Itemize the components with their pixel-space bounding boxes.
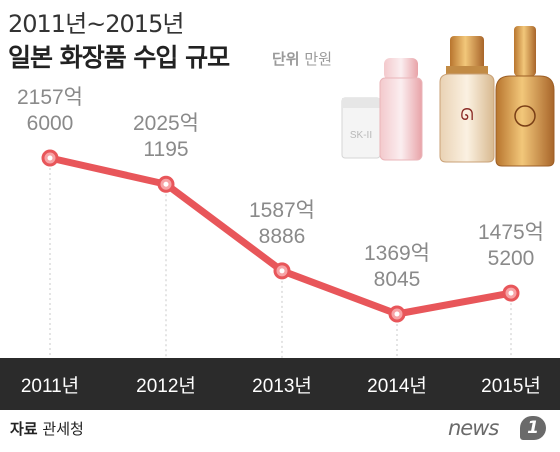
source-value: 관세청 xyxy=(42,420,84,438)
source-note: 자료 관세청 xyxy=(10,418,84,439)
source-label: 자료 xyxy=(10,420,38,438)
logo-badge: 1 xyxy=(520,416,546,440)
logo-text: news xyxy=(448,416,499,440)
data-label-lower: 8045 xyxy=(374,268,421,291)
data-point-center xyxy=(163,181,169,187)
data-label-upper: 1369억 xyxy=(364,242,430,265)
cosmetic-products-image: SK-II ᘏ xyxy=(341,26,555,167)
news1-logo: news 1 xyxy=(448,414,556,444)
x-axis-band: 2011년 2012년 2013년 2014년 2015년 xyxy=(0,358,560,410)
x-axis: 2011년 2012년 2013년 2014년 2015년 xyxy=(21,375,541,397)
line-chart: 2157억 6000 2025억 1195 1587억 8886 1369억 8045 1475… xyxy=(17,86,544,358)
data-label-upper: 1587억 xyxy=(249,199,315,222)
data-label-upper: 1475억 xyxy=(478,221,544,244)
unit-note: 단위 만원 xyxy=(272,48,332,69)
data-label-lower: 1195 xyxy=(143,138,188,161)
gold-cap-bottle: ᘏ xyxy=(439,36,495,163)
drop-lines xyxy=(49,158,512,358)
data-label-lower: 6000 xyxy=(27,112,74,135)
data-point-center xyxy=(394,311,400,317)
skii-label: SK-II xyxy=(350,130,372,141)
sulwhasoo-bottle xyxy=(495,26,555,167)
data-point-center xyxy=(508,290,514,296)
svg-text:ᘏ: ᘏ xyxy=(460,105,473,124)
chart-title: 2011년~2015년 xyxy=(8,10,184,38)
data-label-upper: 2025억 xyxy=(133,112,199,135)
data-labels: 2157억 6000 2025억 1195 1587억 8886 1369억 8045 1475… xyxy=(17,86,544,291)
x-tick-label: 2014년 xyxy=(367,375,427,397)
data-label-lower: 8886 xyxy=(259,225,306,248)
data-point-center xyxy=(279,268,285,274)
x-tick-label: 2011년 xyxy=(21,375,79,397)
data-label-upper: 2157억 xyxy=(17,86,83,109)
data-label-lower: 5200 xyxy=(488,247,535,270)
data-point-center xyxy=(47,155,53,161)
data-markers xyxy=(41,149,520,323)
x-tick-label: 2015년 xyxy=(481,375,541,397)
x-tick-label: 2012년 xyxy=(136,375,196,397)
skii-bottle: SK-II xyxy=(341,97,381,159)
unit-value: 만원 xyxy=(304,50,332,68)
chart-subtitle: 일본 화장품 수입 규모 xyxy=(8,43,230,72)
unit-label: 단위 xyxy=(272,50,300,68)
x-tick-label: 2013년 xyxy=(252,375,312,397)
pink-serum-bottle xyxy=(379,58,423,161)
